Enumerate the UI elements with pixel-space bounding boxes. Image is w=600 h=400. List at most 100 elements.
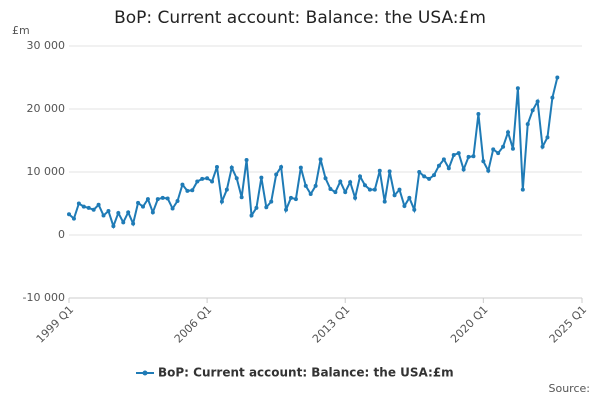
data-point	[86, 205, 91, 210]
source: Source:	[549, 382, 591, 395]
y-tick-label: 20 000	[27, 102, 66, 115]
data-point	[545, 135, 550, 140]
y-tick-label: -10 000	[23, 291, 65, 304]
legend-label: BoP: Current account: Balance: the USA:£…	[158, 366, 454, 380]
series-line	[68, 77, 559, 230]
data-point	[288, 195, 293, 200]
data-point	[456, 151, 461, 156]
data-point	[358, 174, 363, 179]
data-point	[264, 205, 269, 210]
data-point	[382, 199, 387, 204]
data-point	[427, 176, 432, 181]
data-point	[476, 112, 481, 117]
x-tick-label: 2020 Q1	[448, 303, 491, 346]
data-point	[338, 179, 343, 184]
data-point	[377, 168, 382, 173]
legend-marker	[142, 370, 148, 376]
data-point	[471, 154, 476, 159]
data-point	[190, 188, 195, 193]
data-point	[101, 213, 106, 218]
x-tick-label: 2025 Q1	[547, 303, 590, 346]
data-point	[71, 216, 76, 221]
data-point	[555, 75, 560, 80]
data-point	[200, 176, 205, 181]
data-point	[367, 187, 372, 192]
data-point	[145, 197, 150, 202]
x-tick-label: 1999 Q1	[34, 303, 77, 346]
data-point	[229, 165, 234, 170]
data-point	[407, 195, 412, 200]
data-point	[506, 130, 511, 135]
data-point	[530, 108, 535, 113]
data-point	[298, 165, 303, 170]
data-point	[466, 154, 471, 159]
data-point	[362, 183, 367, 188]
y-tick-label: 30 000	[27, 39, 66, 52]
data-point	[150, 210, 155, 215]
data-point	[111, 224, 116, 229]
data-point	[348, 180, 353, 185]
data-point	[121, 220, 126, 225]
data-point	[432, 173, 437, 178]
data-point	[397, 187, 402, 192]
data-point	[76, 201, 81, 206]
data-point	[323, 176, 328, 181]
data-point	[461, 167, 466, 172]
data-point	[96, 202, 101, 207]
data-point	[486, 168, 491, 173]
data-point	[540, 144, 545, 149]
data-point	[441, 157, 446, 162]
data-point	[81, 204, 86, 209]
data-point	[249, 213, 254, 218]
data-point	[234, 176, 239, 181]
data-point	[520, 187, 525, 192]
y-tick-label: 10 000	[27, 165, 66, 178]
data-point	[239, 195, 244, 200]
data-point	[219, 199, 224, 204]
chart-title: BoP: Current account: Balance: the USA:£…	[114, 8, 486, 28]
data-point	[510, 146, 515, 151]
data-point	[67, 212, 71, 217]
data-point	[496, 151, 501, 156]
data-point	[116, 210, 121, 215]
data-point	[244, 158, 249, 163]
data-point	[180, 182, 185, 187]
data-point	[303, 183, 308, 188]
data-point	[446, 166, 451, 171]
x-tick-label: 2013 Q1	[310, 303, 353, 346]
data-point	[343, 190, 348, 195]
data-point	[224, 187, 229, 192]
data-point	[185, 188, 190, 193]
data-point	[195, 179, 200, 184]
data-point	[318, 157, 323, 162]
data-point	[274, 172, 279, 177]
data-point	[140, 204, 145, 209]
data-point	[550, 95, 555, 100]
data-point	[333, 190, 338, 195]
data-point	[279, 164, 284, 169]
data-point	[160, 195, 165, 200]
data-point	[387, 169, 392, 174]
data-point	[535, 99, 540, 104]
data-point	[175, 198, 180, 203]
data-point	[254, 205, 259, 210]
data-point	[269, 199, 274, 204]
data-point	[515, 86, 520, 91]
data-point	[126, 210, 131, 215]
data-point	[402, 204, 407, 209]
data-point	[293, 197, 298, 202]
data-point	[284, 207, 289, 212]
data-point	[165, 196, 170, 201]
data-point	[501, 144, 506, 149]
data-point	[481, 159, 486, 164]
data-point	[372, 187, 377, 192]
data-point	[328, 187, 333, 192]
data-point	[417, 170, 422, 174]
data-point	[308, 192, 313, 197]
data-point	[131, 221, 136, 226]
data-point	[422, 174, 427, 179]
data-point	[392, 193, 397, 198]
data-point	[353, 195, 358, 200]
data-point	[205, 176, 210, 181]
